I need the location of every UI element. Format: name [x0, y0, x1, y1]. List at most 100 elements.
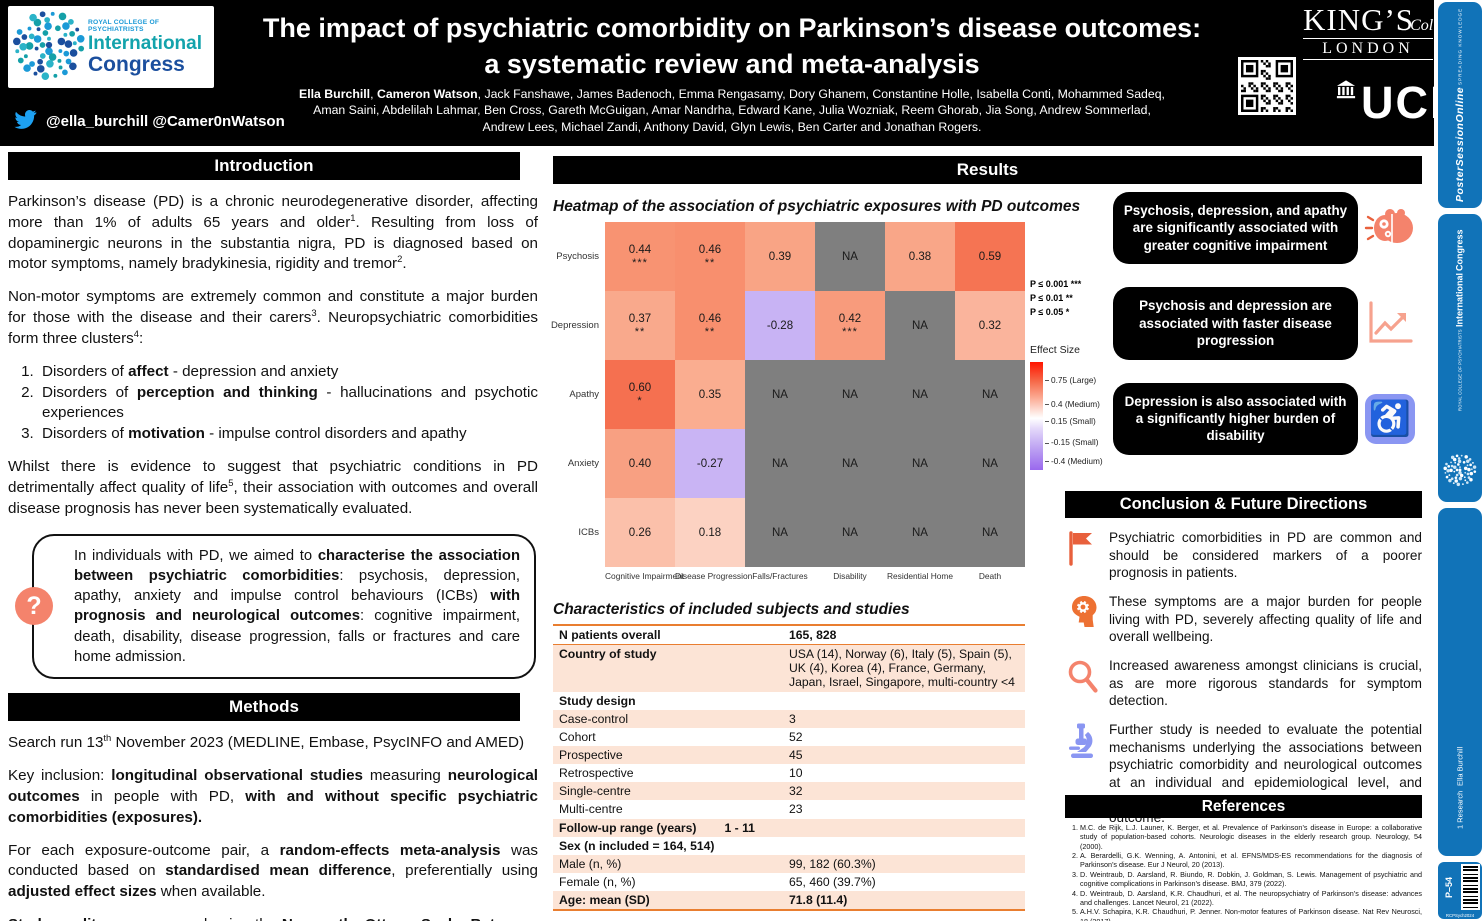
- heatmap-cell-value: NA: [982, 457, 998, 470]
- introduction-paragraph: Whilst there is evidence to suggest that…: [8, 458, 538, 517]
- header: ROYAL COLLEGE OF PSYCHIATRISTS Internati…: [0, 0, 1460, 146]
- table-row: Cohort 52: [553, 728, 1025, 746]
- authors: Ella Burchill, Cameron Watson, Jack Fans…: [252, 86, 1212, 135]
- table-cell-label: Cohort: [559, 729, 596, 744]
- methods-body: Search run 13th November 2023 (MEDLINE, …: [8, 733, 538, 921]
- heatmap-cell-value: NA: [982, 388, 998, 401]
- table-cell-value: 23: [789, 802, 803, 817]
- heatmap-cell: 0.46 **: [675, 291, 745, 360]
- congress-logo-line2: Congress: [88, 52, 185, 76]
- portico-icon: [1336, 80, 1356, 104]
- key-finding: Psychosis, depression, and apathy are si…: [1113, 192, 1422, 265]
- key-findings: Psychosis, depression, and apathy are si…: [1113, 192, 1422, 478]
- heatmap-cell: 0.38: [885, 222, 955, 291]
- reference-item: A. Berardelli, G.K. Wenning, A. Antonini…: [1080, 851, 1422, 870]
- heatmap-cell-value: NA: [842, 457, 858, 470]
- congress-logo: ROYAL COLLEGE OF PSYCHIATRISTS Internati…: [8, 6, 214, 88]
- effect-size-tick: -0.4 (Medium): [1045, 456, 1103, 466]
- methods-paragraph: For each exposure-outcome pair, a random…: [8, 841, 539, 901]
- sidebar-congress-line1: International: [1454, 272, 1465, 327]
- heatmap-cell-value: 0.39: [768, 250, 792, 263]
- table-row: Female (n, %) 65, 460 (39.7%): [553, 873, 1025, 891]
- table-cell-value: 45: [783, 745, 1025, 765]
- heatmap-cell-value: NA: [912, 388, 928, 401]
- authors-line2: Aman Saini, Abdelilah Lahmar, Ben Cross,…: [313, 103, 1151, 118]
- heatmap-cell-value: NA: [772, 388, 788, 401]
- heatmap-cell-value: 0.40: [628, 457, 652, 470]
- heatmap-cell-value: -0.28: [766, 319, 794, 332]
- heatmap-cell: NA: [885, 429, 955, 498]
- references-section: References M.C. de Rijk, L.J. Launer, K.…: [1065, 795, 1422, 921]
- kcl-logo: KING’SCollege LONDON: [1303, 4, 1460, 60]
- introduction-list-item: Disorders of affect - depression and anx…: [38, 362, 538, 383]
- table-cell-value: 10: [789, 766, 803, 781]
- head-gear-icon: [1065, 593, 1109, 646]
- heatmap-cell: NA: [745, 360, 815, 429]
- heatmap-cell-value: 0.37: [628, 313, 652, 325]
- heatmap-cell-value: 0.26: [628, 526, 652, 539]
- effect-size-tick: 0.4 (Medium): [1045, 399, 1100, 409]
- heatmap-cell: 0.39: [745, 222, 815, 291]
- heatmap-cell-value: 0.35: [698, 388, 722, 401]
- methods-paragraph: Key inclusion: longitudinal observationa…: [8, 767, 538, 826]
- table-cell-value: 71.8 (11.4): [783, 891, 1025, 911]
- heatmap-row-label: Psychosis: [556, 251, 599, 262]
- table-row: Retrospective 10: [553, 764, 1025, 782]
- wheelchair-icon: ♿: [1365, 393, 1415, 444]
- heatmap-cell: 0.46 **: [675, 222, 745, 291]
- table-cell-value: [783, 692, 1025, 710]
- heatmap-row-label: Apathy: [569, 389, 599, 400]
- heatmap-cell: 0.44 ***: [605, 222, 675, 291]
- heatmap-cell: 0.40: [605, 429, 675, 498]
- heatmap-grid: 0.44 *** 0.46 ** 0.39 NA 0.38 0.59 0.37 ** 0.46 ** -…: [605, 222, 1025, 567]
- heatmap-cell-value: 0.42: [838, 313, 862, 325]
- aim-box: ? In individuals with PD, we aimed to ch…: [15, 533, 536, 680]
- brain-icon: [1358, 205, 1422, 251]
- heatmap-cell: NA: [885, 291, 955, 360]
- reference-item: D. Weintraub, D. Aarsland, K.R. Chaudhur…: [1080, 889, 1422, 908]
- introduction-list-item: Disorders of motivation - impulse contro…: [38, 424, 538, 445]
- conclusion-text: These symptoms are a major burden for pe…: [1109, 594, 1422, 645]
- congress-logo-line1: International: [88, 33, 203, 55]
- magnifier-icon: [1065, 657, 1109, 710]
- effect-size-gradient-bar: [1030, 361, 1043, 470]
- heatmap-cell: 0.37 **: [605, 291, 675, 360]
- heatmap-cell-significance: ***: [842, 326, 858, 338]
- heatmap-cell-value: NA: [842, 250, 858, 263]
- table-cell-label: Prospective: [553, 745, 783, 765]
- heatmap-column-labels: Cognitive Impairment Disease Progression F…: [605, 567, 1105, 581]
- heatmap-cell-value: -0.27: [696, 457, 724, 470]
- conclusion-text: Psychiatric comorbidities in PD are comm…: [1109, 530, 1422, 581]
- conclusion-item: Psychiatric comorbidities in PD are comm…: [1065, 529, 1422, 582]
- conclusion-section: Conclusion & Future Directions Psychiatr…: [1065, 491, 1422, 827]
- heatmap-row-label: ICBs: [578, 527, 599, 538]
- results-section-header: Results: [553, 156, 1422, 184]
- table-cell-label: Male (n, %): [553, 854, 783, 873]
- authors-line1: Ella Burchill, Cameron Watson, Jack Fans…: [299, 87, 1165, 101]
- reference-item: M.C. de Rijk, L.J. Launer, K. Berger, et…: [1080, 823, 1422, 851]
- key-finding: Psychosis and depression are associated …: [1113, 287, 1422, 360]
- methods-paragraph: Search run 13th November 2023 (MEDLINE, …: [8, 732, 524, 752]
- heatmap-column-label: Residential Home: [886, 571, 954, 581]
- heatmap-cell-value: NA: [842, 526, 858, 539]
- table-cell-label-text: Follow-up range (years): [559, 820, 697, 835]
- conclusion-item: These symptoms are a major burden for pe…: [1065, 593, 1422, 646]
- heatmap-legend: P ≤ 0.001 *** P ≤ 0.01 ** P ≤ 0.05 * Effec…: [1025, 222, 1110, 567]
- effect-size-tick: -0.15 (Small): [1045, 437, 1099, 447]
- heatmap-cell: NA: [955, 498, 1025, 567]
- table-cell-value: 65, 460 (39.7%): [789, 874, 876, 889]
- characteristics-table: N patients overall 165, 828 Country of stu…: [553, 624, 1025, 912]
- wheelchair-icon: ♿: [1358, 393, 1422, 444]
- references-section-header: References: [1065, 795, 1422, 818]
- effect-size-tick: 0.15 (Small): [1045, 416, 1096, 426]
- microscope-icon: [1065, 721, 1109, 827]
- heatmap-cell: 0.18: [675, 498, 745, 567]
- heatmap-row-label: Depression: [550, 320, 599, 331]
- barcode: [1461, 864, 1480, 910]
- table-cell-inline-value: 1 - 11: [724, 820, 755, 835]
- heatmap-cell-value: 0.60: [628, 382, 652, 394]
- poster-number: P–54: [1444, 876, 1454, 898]
- key-finding: Depression is also associated with a sig…: [1113, 382, 1422, 455]
- heatmap-row-labels: Psychosis Depression Apathy Anxiety ICBs: [550, 222, 605, 567]
- heatmap-cell-value: NA: [982, 526, 998, 539]
